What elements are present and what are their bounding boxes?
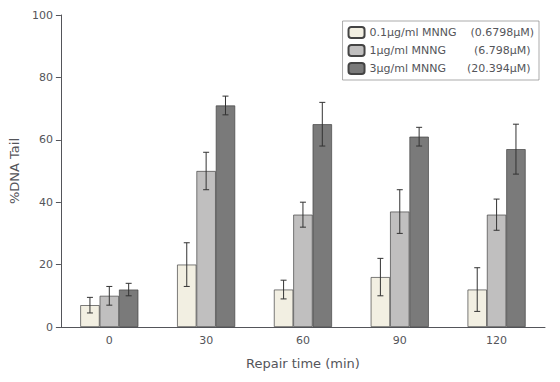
svg-text:30: 30 [199,334,213,347]
svg-text:0.1μg/ml MNNG (0.6798μM): 0.1μg/ml MNNG (0.6798μM) [370,26,534,39]
svg-text:1μg/ml MNNG (6.798μM): 1μg/ml MNNG (6.798μM) [370,44,531,57]
svg-text:40: 40 [39,196,53,209]
svg-text:20: 20 [39,258,53,271]
svg-text:100: 100 [32,9,53,22]
svg-text:90: 90 [393,334,407,347]
svg-text:120: 120 [486,334,507,347]
svg-text:0: 0 [106,334,113,347]
svg-text:60: 60 [296,334,310,347]
svg-text:0: 0 [46,321,53,334]
svg-text:80: 80 [39,71,53,84]
svg-text:Repair time (min): Repair time (min) [246,356,360,371]
svg-text:60: 60 [39,133,53,146]
svg-text:%DNA Tail: %DNA Tail [7,138,22,204]
svg-text:3μg/ml MNNG (20.394μM): 3μg/ml MNNG (20.394μM) [370,62,531,75]
